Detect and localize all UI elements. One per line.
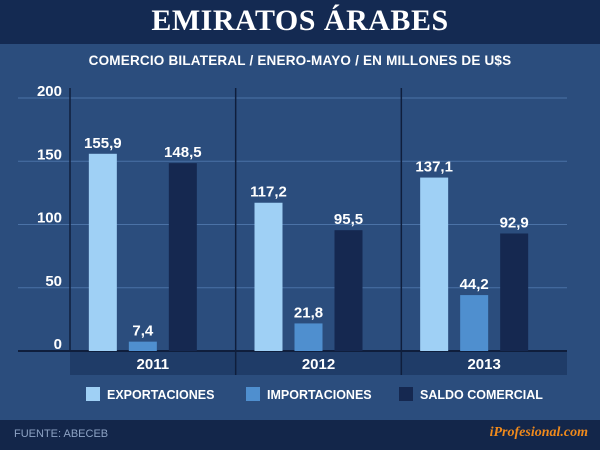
bar-exportaciones-2011 (88, 153, 117, 351)
bar-importaciones-2013 (460, 295, 489, 351)
bar-exportaciones-2012 (254, 202, 283, 351)
chart-subtitle: COMERCIO BILATERAL / ENERO-MAYO / EN MIL… (88, 53, 512, 68)
y-tick-label: 0 (54, 336, 62, 353)
bar-exportaciones-2013 (420, 177, 449, 351)
legend-label: EXPORTACIONES (107, 388, 214, 402)
legend-label: IMPORTACIONES (267, 388, 372, 402)
y-tick-label: 100 (37, 210, 62, 227)
bar-saldo-comercial-2012 (334, 230, 363, 351)
data-label: 7,4 (132, 323, 154, 340)
source-note: FUENTE: ABECEB (14, 428, 109, 440)
data-label: 155,9 (84, 135, 122, 152)
bar-importaciones-2011 (128, 341, 157, 351)
bar-saldo-comercial-2013 (500, 233, 529, 351)
data-label: 95,5 (334, 211, 363, 228)
category-band (70, 351, 567, 375)
y-tick-label: 150 (37, 146, 62, 163)
y-tick-label: 200 (37, 83, 62, 100)
bar-importaciones-2012 (294, 323, 323, 351)
data-label: 117,2 (250, 184, 287, 201)
footer-bar (0, 420, 600, 450)
brand-logo: iProfesional.com (489, 425, 588, 440)
data-label: 21,8 (294, 304, 323, 321)
data-label: 137,1 (415, 159, 453, 176)
category-label: 2013 (467, 356, 500, 373)
data-label: 92,9 (500, 214, 529, 231)
legend-swatch (246, 387, 260, 401)
y-tick-label: 50 (45, 273, 62, 290)
data-label: 148,5 (164, 144, 202, 161)
category-label: 2011 (137, 356, 170, 373)
title-bar (0, 0, 600, 44)
legend-label: SALDO COMERCIAL (420, 388, 543, 402)
data-label: 44,2 (460, 276, 489, 293)
legend-swatch (399, 387, 413, 401)
chart-title: EMIRATOS ÁRABES (151, 4, 449, 37)
legend-swatch (86, 387, 100, 401)
category-label: 2012 (302, 356, 335, 373)
bar-saldo-comercial-2011 (168, 163, 197, 351)
